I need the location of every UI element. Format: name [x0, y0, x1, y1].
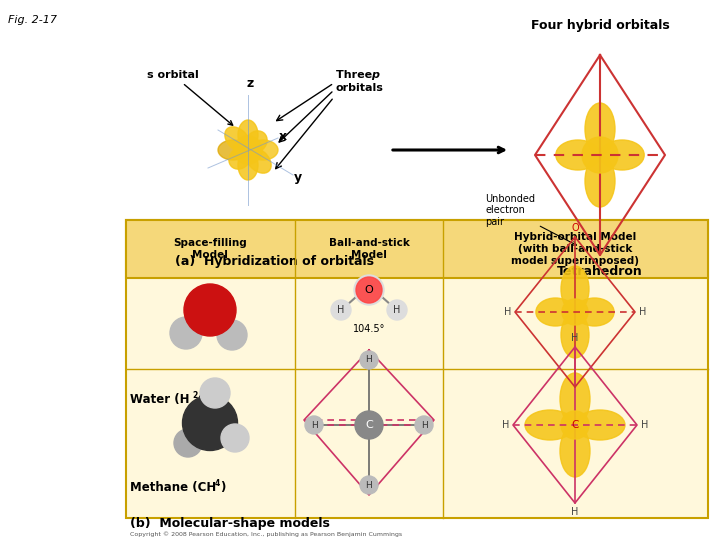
Text: H: H: [502, 420, 509, 430]
Bar: [126, 220, 708, 518]
Ellipse shape: [234, 136, 262, 164]
Ellipse shape: [246, 148, 271, 173]
Text: (b)  Molecular-shape models: (b) Molecular-shape models: [130, 517, 330, 530]
Ellipse shape: [184, 284, 236, 336]
Text: Ball-and-stick
Model: Ball-and-stick Model: [328, 238, 410, 260]
Ellipse shape: [562, 299, 588, 325]
Ellipse shape: [582, 137, 618, 173]
Ellipse shape: [561, 312, 589, 358]
Ellipse shape: [246, 131, 267, 153]
Ellipse shape: [356, 277, 382, 303]
Text: 104.5°: 104.5°: [353, 324, 385, 334]
Text: Water (H: Water (H: [130, 394, 189, 407]
Ellipse shape: [174, 429, 202, 457]
Ellipse shape: [575, 298, 614, 326]
Ellipse shape: [387, 300, 407, 320]
Text: H: H: [641, 420, 649, 430]
Ellipse shape: [556, 140, 600, 170]
Text: O: O: [571, 223, 579, 233]
Ellipse shape: [585, 155, 615, 207]
Ellipse shape: [248, 140, 278, 160]
Text: O: O: [364, 285, 374, 295]
Text: 2: 2: [192, 390, 197, 400]
Text: H: H: [393, 305, 401, 315]
Text: 4: 4: [215, 478, 220, 488]
Text: H: H: [310, 421, 318, 429]
Text: x: x: [279, 131, 287, 144]
Text: Space-filling
Model: Space-filling Model: [173, 238, 247, 260]
Text: H: H: [337, 305, 345, 315]
Text: H: H: [366, 355, 372, 364]
Ellipse shape: [600, 140, 644, 170]
Text: s orbital: s orbital: [147, 70, 233, 125]
Text: H: H: [639, 307, 647, 317]
Text: p: p: [371, 70, 379, 80]
Text: H: H: [503, 307, 511, 317]
Ellipse shape: [355, 411, 383, 439]
Bar: [126, 220, 708, 278]
Text: H: H: [420, 421, 428, 429]
Text: orbitals: orbitals: [336, 83, 384, 93]
Ellipse shape: [536, 298, 575, 326]
Text: H: H: [571, 507, 579, 517]
Text: Hybrid-orbital Model
(with ball-and-stick
model superimposed): Hybrid-orbital Model (with ball-and-stic…: [511, 232, 639, 266]
Text: Unbonded
electron
pair: Unbonded electron pair: [485, 194, 577, 245]
Text: C: C: [571, 420, 579, 430]
Ellipse shape: [305, 416, 323, 434]
Text: H: H: [571, 333, 579, 343]
Ellipse shape: [217, 320, 247, 350]
Ellipse shape: [561, 411, 589, 439]
Text: Tetrahedron: Tetrahedron: [557, 265, 643, 278]
Ellipse shape: [229, 147, 251, 169]
Ellipse shape: [170, 317, 202, 349]
Ellipse shape: [182, 395, 238, 450]
Ellipse shape: [331, 300, 351, 320]
Ellipse shape: [560, 425, 590, 477]
Text: C: C: [365, 420, 373, 430]
Text: ): ): [220, 482, 225, 495]
Ellipse shape: [218, 140, 248, 160]
Ellipse shape: [238, 150, 258, 180]
Ellipse shape: [525, 410, 575, 440]
Ellipse shape: [221, 424, 249, 452]
Ellipse shape: [575, 410, 625, 440]
Ellipse shape: [354, 275, 384, 305]
Text: Fig. 2-17: Fig. 2-17: [8, 15, 57, 25]
Text: O): O): [197, 394, 212, 407]
Ellipse shape: [415, 416, 433, 434]
Text: Copyright © 2008 Pearson Education, Inc., publishing as Pearson Benjamin Cumming: Copyright © 2008 Pearson Education, Inc.…: [130, 531, 402, 537]
Text: y: y: [294, 172, 302, 185]
Text: Four hybrid orbitals: Four hybrid orbitals: [531, 19, 670, 32]
Ellipse shape: [200, 378, 230, 408]
Ellipse shape: [225, 127, 250, 152]
Ellipse shape: [238, 120, 258, 150]
Text: Three: Three: [336, 70, 376, 80]
Ellipse shape: [360, 476, 378, 494]
Ellipse shape: [360, 351, 378, 369]
Text: Methane (CH: Methane (CH: [130, 482, 216, 495]
Ellipse shape: [585, 103, 615, 155]
Text: (a)  Hybridization of orbitals: (a) Hybridization of orbitals: [175, 255, 374, 268]
Text: z: z: [246, 77, 253, 90]
Ellipse shape: [561, 266, 589, 312]
Ellipse shape: [560, 373, 590, 425]
Text: H: H: [366, 481, 372, 489]
